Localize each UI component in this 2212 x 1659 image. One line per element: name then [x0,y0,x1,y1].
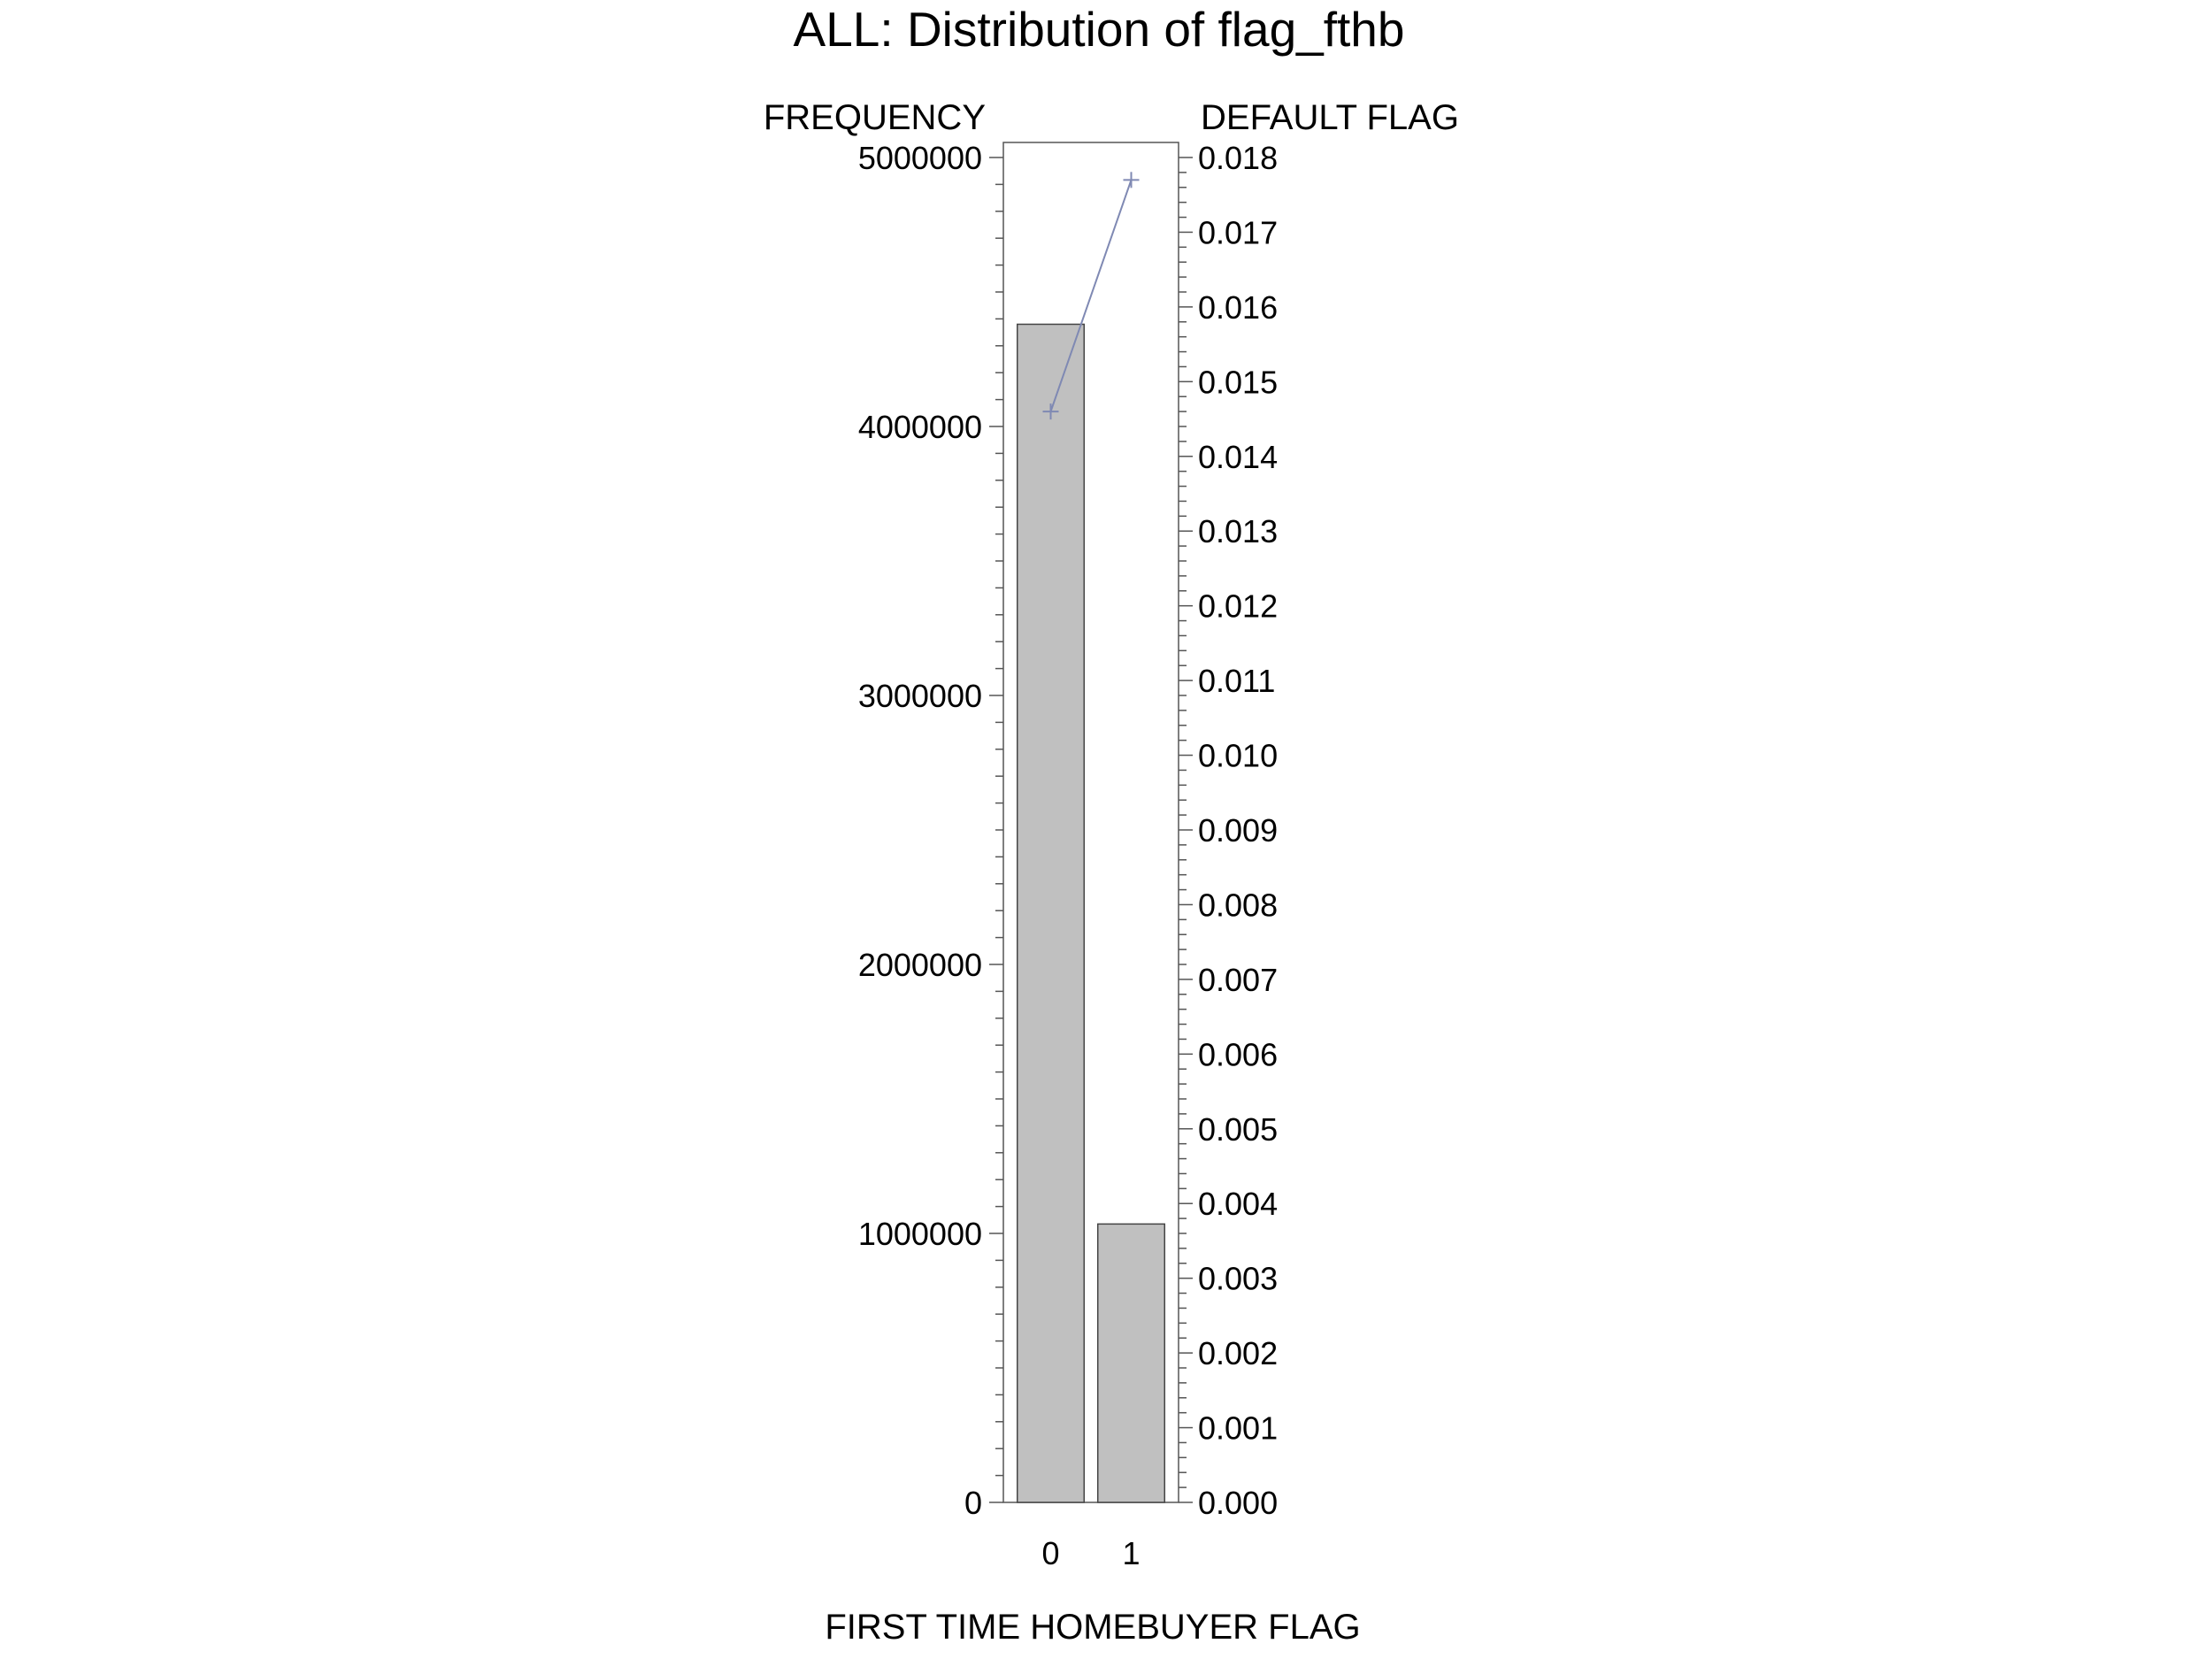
y2-tick-label: 0.008 [1198,887,1278,923]
y2-tick-label: 0.000 [1198,1485,1278,1521]
y-tick-label: 2000000 [858,947,982,983]
y2-tick-label: 0.017 [1198,214,1278,250]
x-tick-label: 1 [1122,1535,1140,1571]
y2-tick-label: 0.002 [1198,1335,1278,1371]
y2-tick-label: 0.013 [1198,513,1278,549]
y2-tick-label: 0.001 [1198,1410,1278,1447]
y2-tick-label: 0.011 [1198,663,1275,699]
plot-frame [1002,142,1179,1503]
y-tick-label: 0 [964,1485,982,1521]
y2-tick-label: 0.005 [1198,1111,1278,1148]
y2-axis-label: DEFAULT FLAG [1201,98,1459,137]
y-tick-label: 4000000 [858,409,982,445]
y-tick-label: 1000000 [858,1216,982,1252]
y2-tick-label: 0.007 [1198,962,1278,998]
default-flag-line [1049,180,1133,412]
default-flag-point-1 [1123,172,1140,188]
y2-tick-label: 0.006 [1198,1036,1278,1072]
y2-tick-label: 0.015 [1198,364,1278,400]
y2-tick-label: 0.003 [1198,1261,1278,1297]
default-flag-point-0 [1042,403,1059,420]
y2-tick-label: 0.014 [1198,439,1278,475]
y2-tick-label: 0.010 [1198,738,1278,774]
y2-tick-label: 0.009 [1198,812,1278,849]
y2-tick-label: 0.012 [1198,588,1278,625]
x-axis-label: FIRST TIME HOMEBUYER FLAG [825,1608,1360,1647]
y2-tick-label: 0.018 [1198,140,1278,176]
chart-title: ALL: Distribution of flag_fthb [794,2,1405,57]
x-tick-label: 0 [1041,1535,1059,1571]
y-tick-label: 3000000 [858,678,982,714]
y-axis-label: FREQUENCY [764,98,986,137]
y-tick-label: 5000000 [858,140,982,176]
bar-0 [1016,323,1086,1503]
bar-1 [1096,1223,1166,1503]
y2-tick-label: 0.004 [1198,1186,1278,1222]
y2-tick-label: 0.016 [1198,289,1278,326]
